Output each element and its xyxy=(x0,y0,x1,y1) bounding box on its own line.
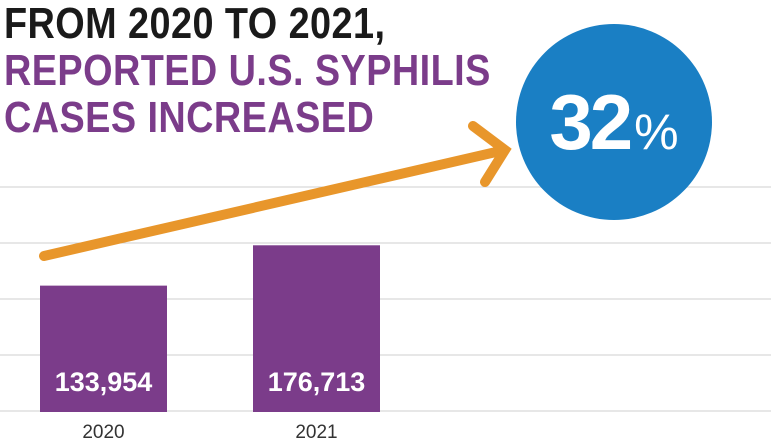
trend-arrow-shaft xyxy=(39,147,501,261)
bar-value-label-2020: 133,954 xyxy=(55,367,153,397)
percent-badge-number: 32 xyxy=(549,78,630,166)
headline: FROM 2020 TO 2021, REPORTED U.S. SYPHILI… xyxy=(4,0,491,141)
trend-arrow xyxy=(39,121,512,261)
x-tick-label-2020: 2020 xyxy=(82,422,124,442)
trend-arrow-head xyxy=(468,121,512,187)
bars: 133,954 2020 176,713 2021 xyxy=(40,245,380,442)
headline-line-2: REPORTED U.S. SYPHILIS xyxy=(4,46,491,95)
bar-value-label-2021: 176,713 xyxy=(268,367,366,397)
svg-text:32%: 32% xyxy=(549,78,678,166)
bar-2021 xyxy=(253,245,380,412)
percent-badge-sign: % xyxy=(634,104,678,160)
headline-line-1: FROM 2020 TO 2021, xyxy=(4,0,386,48)
headline-line-3: CASES INCREASED xyxy=(4,93,375,142)
bar-2020 xyxy=(40,285,167,412)
x-tick-label-2021: 2021 xyxy=(295,422,337,442)
percent-badge-circle xyxy=(516,24,712,220)
percent-badge: 32% xyxy=(516,24,712,220)
